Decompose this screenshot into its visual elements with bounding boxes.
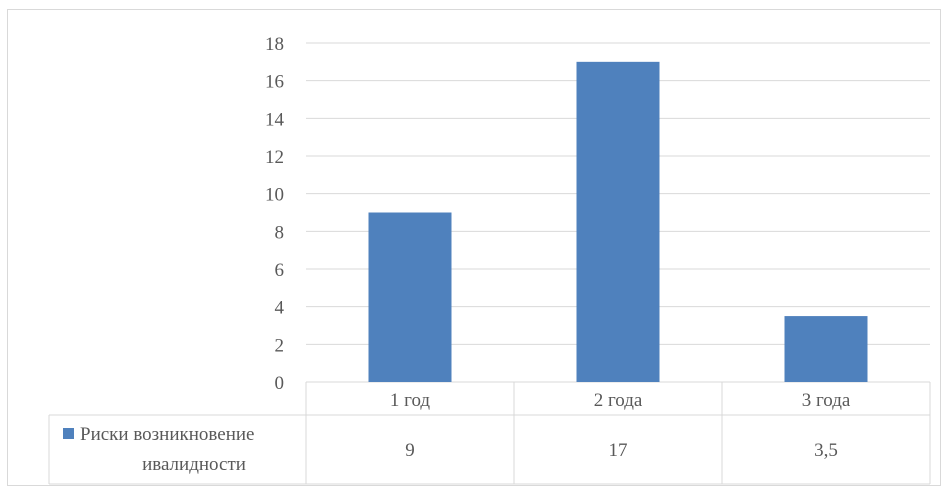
y-tick-label: 6	[275, 260, 285, 281]
y-tick-label: 14	[265, 109, 285, 130]
chart-frame	[7, 9, 941, 486]
y-tick-label: 2	[275, 335, 285, 356]
legend-label-line2: ивалидности	[142, 454, 246, 475]
x-category-label: 2 года	[594, 390, 643, 411]
y-tick-label: 18	[265, 34, 284, 55]
bar	[576, 61, 660, 382]
y-tick-label: 16	[265, 72, 284, 93]
y-tick-label: 8	[275, 222, 285, 243]
x-category-label: 3 года	[802, 390, 851, 411]
y-tick-label: 4	[275, 298, 285, 319]
x-category-label: 1 год	[390, 390, 431, 411]
data-table-value: 3,5	[814, 440, 838, 461]
legend-label-line1: Риски возникновение	[80, 424, 254, 445]
y-tick-label: 10	[265, 185, 284, 206]
y-axis-tick-labels: 0 2 4 6 8 10 12 14 16 18	[265, 34, 285, 394]
data-table: Риски возникновение ивалидности 1 год 9 2 …	[48, 382, 931, 485]
bar	[784, 316, 868, 382]
legend-swatch	[63, 428, 74, 439]
bars	[368, 61, 868, 382]
data-table-value: 9	[405, 440, 415, 461]
y-tick-label: 12	[265, 147, 284, 168]
y-tick-label: 0	[275, 373, 285, 394]
data-table-value: 17	[609, 440, 628, 461]
bar	[368, 212, 452, 382]
